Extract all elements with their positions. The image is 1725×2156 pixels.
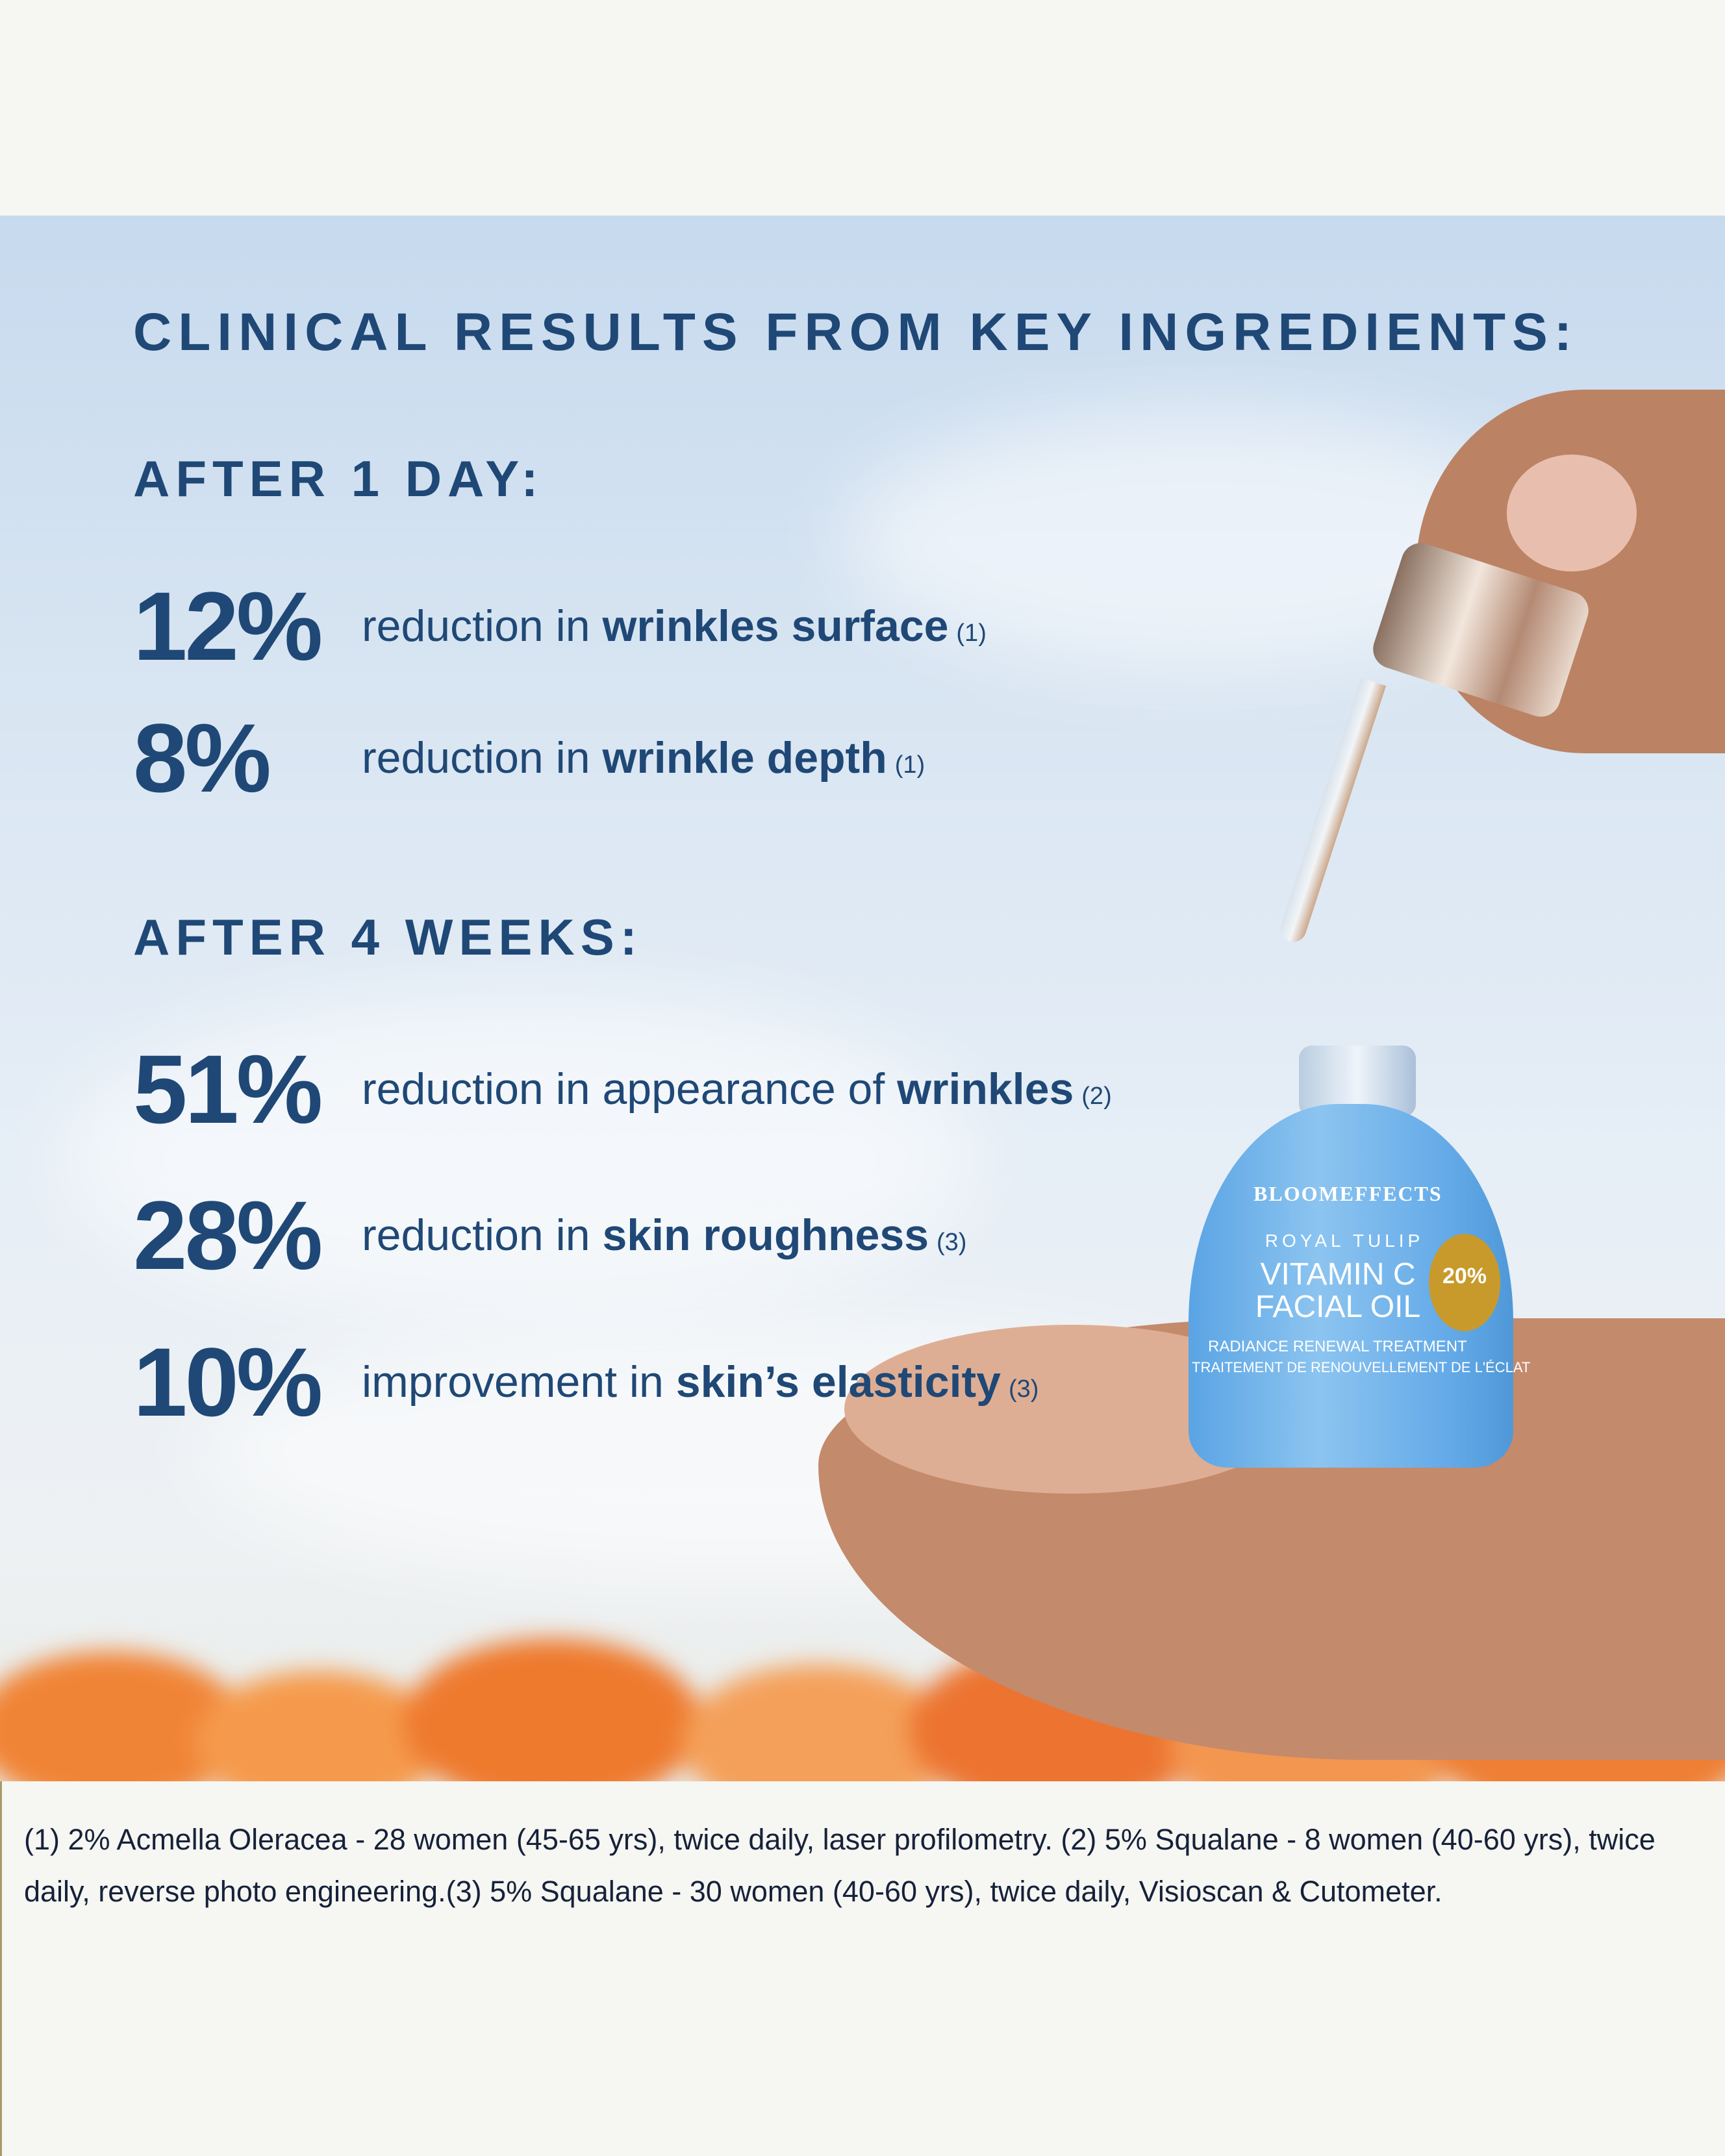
section-heading-4-weeks: AFTER 4 WEEKS:	[133, 909, 643, 966]
stat-description: reduction in appearance of wrinkles (2)	[362, 1037, 1112, 1148]
footnote: (1) 2% Acmella Oleracea - 28 women (45-6…	[24, 1823, 1656, 1908]
stat-prefix: reduction in appearance of	[362, 1064, 898, 1114]
stat-prefix: reduction in	[362, 601, 603, 651]
cloud	[65, 995, 974, 1320]
stat-ref: (1)	[956, 620, 987, 647]
stat-row: 8% reduction in wrinkle depth (1)	[133, 706, 1432, 810]
footer: (1) 2% Acmella Oleracea - 28 women (45-6…	[0, 1781, 1725, 2156]
product-name-1: VITAMIN C	[1260, 1257, 1416, 1292]
stat-ref: (1)	[894, 751, 925, 779]
vitamin-c-badge: 20%	[1429, 1234, 1500, 1331]
stat-ref: (3)	[937, 1229, 967, 1256]
stat-description: reduction in skin roughness (3)	[362, 1183, 966, 1294]
product-brand: BLOOMEFFECTS	[1253, 1182, 1442, 1205]
stat-bold: skin roughness	[602, 1210, 929, 1260]
product-subtitle-fr: TRAITEMENT DE RENOUVELLEMENT DE L'ÉCLAT	[1192, 1359, 1531, 1375]
stat-description: improvement in skin’s elasticity (3)	[362, 1330, 1039, 1441]
stat-bold: wrinkles	[897, 1064, 1074, 1114]
stat-ref: (2)	[1081, 1083, 1112, 1110]
stat-value: 10%	[133, 1327, 323, 1436]
stat-row: 28% reduction in skin roughness (3)	[133, 1183, 1432, 1287]
thumb	[1507, 455, 1637, 571]
stat-value: 28%	[133, 1181, 323, 1290]
stat-row: 51% reduction in appearance of wrinkles (…	[133, 1037, 1432, 1141]
stat-description: reduction in wrinkles surface (1)	[362, 574, 987, 685]
top-band	[0, 0, 1725, 216]
stat-bold: wrinkle depth	[602, 733, 887, 783]
stat-bold: wrinkles surface	[602, 601, 949, 651]
stat-row: 12% reduction in wrinkles surface (1)	[133, 574, 1432, 678]
stat-value: 8%	[133, 703, 271, 812]
page-title: CLINICAL RESULTS FROM KEY INGREDIENTS:	[133, 303, 1579, 362]
stat-value: 51%	[133, 1034, 323, 1144]
stat-ref: (3)	[1008, 1375, 1039, 1403]
section-heading-1-day: AFTER 1 DAY:	[133, 450, 544, 507]
product-line: ROYAL TULIP	[1265, 1231, 1424, 1251]
stat-prefix: reduction in	[362, 733, 603, 783]
stat-prefix: reduction in	[362, 1210, 603, 1260]
stat-row: 10% improvement in skin’s elasticity (3)	[133, 1330, 1432, 1434]
product-name-2: FACIAL OIL	[1255, 1290, 1421, 1324]
stat-description: reduction in wrinkle depth (1)	[362, 706, 925, 817]
stat-bold: skin’s elasticity	[675, 1357, 1001, 1407]
stat-prefix: improvement in	[362, 1357, 676, 1407]
product-subtitle-en: RADIANCE RENEWAL TREATMENT	[1208, 1338, 1467, 1355]
stat-value: 12%	[133, 571, 323, 681]
